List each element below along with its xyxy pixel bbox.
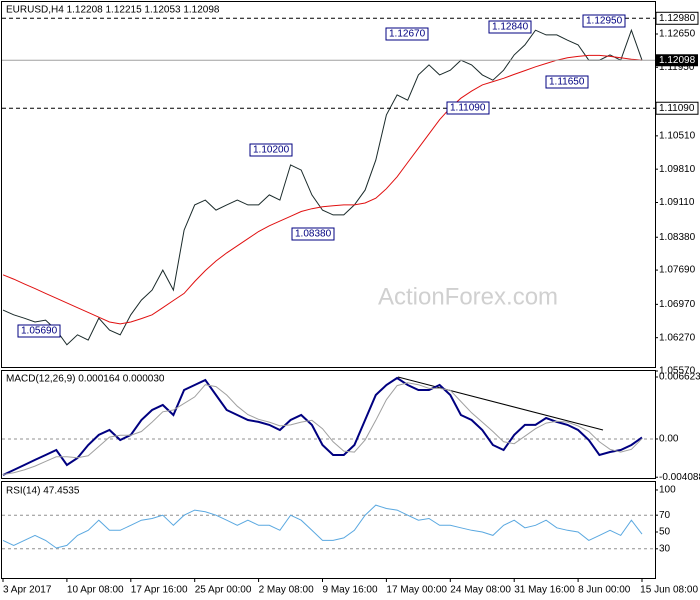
macd-trendline	[397, 376, 604, 431]
series-line	[2, 54, 643, 325]
x-tick-label: 17 May 00:00	[386, 585, 447, 596]
annotation: 1.08380	[295, 229, 332, 240]
x-tick-label: 8 Jun 00:00	[578, 585, 631, 596]
y-tick-label: 30	[659, 543, 671, 554]
price-panel-frame	[1, 1, 656, 368]
annotation-box	[545, 75, 589, 89]
level-box	[655, 11, 699, 25]
y-tick-label: 1.06970	[659, 299, 696, 310]
panel-title: EURUSD,H4 1.12208 1.12215 1.12053 1.1209…	[6, 5, 220, 16]
annotation-box	[17, 324, 61, 338]
y-tick-label: 1.08380	[659, 232, 696, 243]
x-tick-label: 31 May 16:00	[514, 585, 575, 596]
level-label: 1.11090	[659, 103, 695, 114]
annotation-box	[385, 27, 429, 41]
annotation-box	[446, 101, 490, 115]
x-tick-label: 2 May 08:00	[259, 585, 314, 596]
annotation-box	[582, 14, 626, 28]
y-tick-label: 0.006623	[659, 372, 700, 383]
x-tick-label: 10 Apr 08:00	[67, 585, 124, 596]
y-tick-label: 1.05570	[659, 366, 696, 377]
x-tick-label: 3 Apr 2017	[3, 585, 52, 596]
watermark: ActionForex.com	[378, 283, 558, 310]
annotation-box	[249, 143, 293, 157]
annotation: 1.05690	[21, 326, 58, 337]
y-tick-label: 1.11950	[659, 62, 695, 73]
annotation: 1.12670	[389, 29, 426, 40]
macd-panel-frame	[1, 370, 656, 479]
y-tick-label: 1.06270	[659, 332, 696, 343]
level-box	[655, 101, 699, 115]
annotation: 1.11090	[450, 103, 486, 114]
last-price-label: 1.12098	[659, 55, 696, 66]
last-price-box	[656, 54, 698, 67]
y-tick-label: 1.10510	[659, 130, 696, 141]
annotation: 1.11650	[549, 77, 585, 88]
panel-title: RSI(14) 47.4535	[6, 486, 80, 497]
y-tick-label: 1.07690	[659, 265, 696, 276]
x-tick-label: 25 Apr 00:00	[195, 585, 252, 596]
y-tick-label: 1.09810	[659, 164, 696, 175]
annotation: 1.12950	[586, 16, 623, 27]
x-tick-label: 17 Apr 16:00	[131, 585, 188, 596]
y-tick-label: 1.12650	[659, 29, 696, 40]
x-tick-label: 24 May 08:00	[450, 585, 511, 596]
y-tick-label: 50	[659, 527, 671, 538]
series-line	[2, 376, 643, 476]
x-tick-label: 15 Jun 08:00	[640, 585, 698, 596]
panel-title: MACD(12,26,9) 0.000164 0.000030	[6, 374, 165, 385]
x-tick-label: 9 May 16:00	[323, 585, 378, 596]
annotation: 1.10200	[253, 145, 290, 156]
y-tick-label: 0.00	[659, 434, 679, 445]
annotation-box	[291, 227, 335, 241]
y-tick-label: 1.09110	[659, 197, 695, 208]
annotation: 1.12840	[492, 22, 529, 33]
series-line	[2, 28, 643, 346]
y-tick-label: 70	[659, 510, 671, 521]
y-tick-label: -0.004088	[659, 472, 700, 483]
annotation-box	[488, 20, 532, 34]
rsi-panel-frame	[1, 481, 656, 579]
y-tick-label: 100	[659, 485, 676, 496]
level-label: 1.12980	[659, 13, 696, 24]
series-line	[2, 504, 643, 549]
series-line	[2, 382, 643, 475]
